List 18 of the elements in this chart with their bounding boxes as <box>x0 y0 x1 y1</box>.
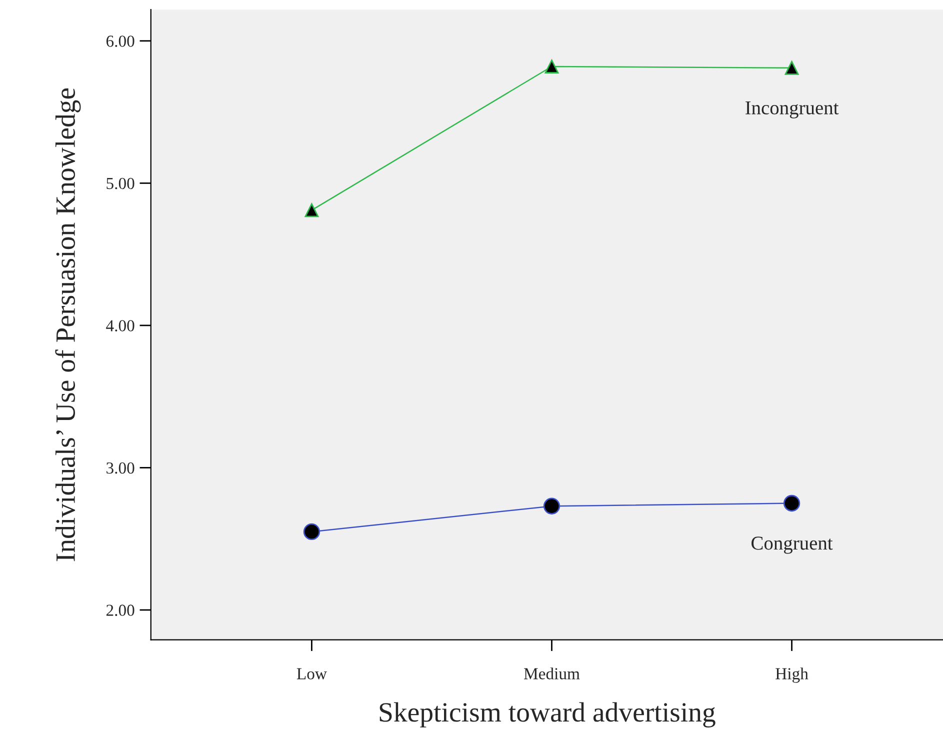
point <box>783 494 800 512</box>
x-tick-label: Medium <box>524 668 580 680</box>
y-tick-label: 2.00 <box>106 604 134 616</box>
y-tick-label: 4.00 <box>106 320 134 332</box>
y-tick-label: 3.00 <box>106 462 134 474</box>
series-label: Congruent <box>752 536 833 554</box>
y-tick-label: 5.00 <box>106 178 134 190</box>
point <box>784 60 799 75</box>
y-axis-title: Individuals’ Use of Persuasion Knowledge <box>55 88 81 562</box>
series-label: Incongruent <box>746 101 839 118</box>
point <box>304 203 319 218</box>
x-tick-label: High <box>776 668 808 683</box>
x-axis-title: Skepticism toward advertising <box>380 702 716 728</box>
y-tick-label: 6.00 <box>106 36 134 47</box>
x-tick-label: Low <box>296 668 327 680</box>
point <box>303 523 320 540</box>
point <box>544 60 559 74</box>
point <box>543 498 560 514</box>
